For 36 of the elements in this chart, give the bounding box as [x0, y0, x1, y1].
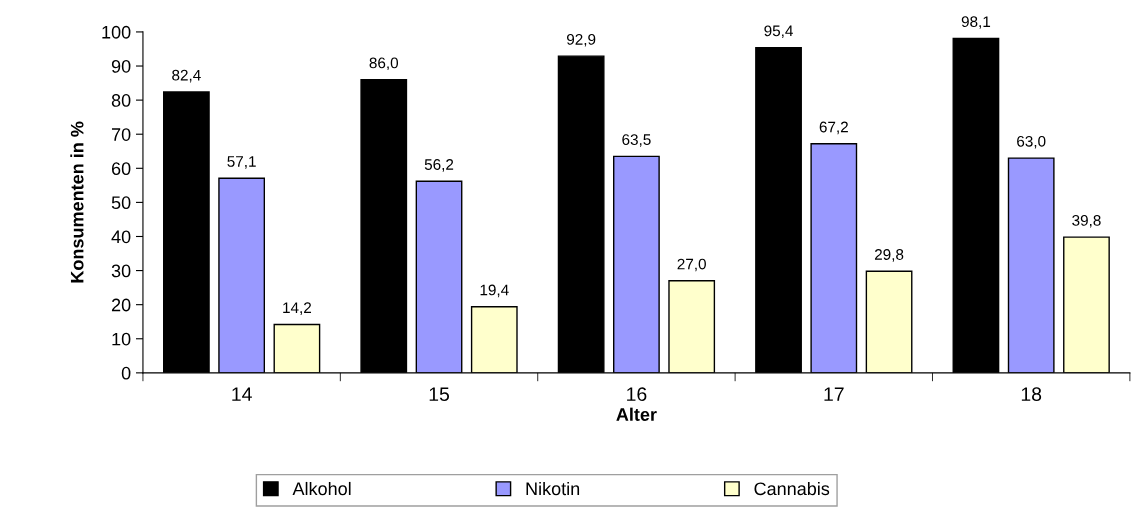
- y-tick-label: 20: [111, 298, 131, 312]
- y-tick-label: 70: [111, 128, 131, 141]
- data-label: 29,8: [874, 249, 904, 262]
- legend-label: Nikotin: [526, 481, 580, 496]
- data-label: 27,0: [677, 258, 706, 272]
- x-tick-label: 15: [429, 387, 450, 402]
- y-tick-label: 40: [111, 230, 131, 244]
- data-label: 56,2: [424, 159, 454, 172]
- data-label: 86,0: [369, 57, 399, 71]
- y-tick-label: 50: [111, 196, 131, 210]
- y-tick-label: 60: [111, 162, 131, 176]
- legend-label: Alkohol: [292, 481, 351, 496]
- y-tick-label: 30: [111, 264, 131, 278]
- data-label: 63,0: [1017, 135, 1046, 149]
- y-tick-label: 80: [111, 94, 131, 107]
- x-tick-label: 18: [1021, 387, 1042, 402]
- data-label: 63,5: [622, 134, 651, 147]
- y-tick-label: 90: [111, 59, 131, 73]
- x-tick-label: 16: [627, 387, 647, 402]
- data-label: 95,4: [764, 25, 793, 39]
- y-tick-label: 100: [102, 25, 131, 39]
- legend-label: Cannabis: [754, 481, 830, 496]
- data-label: 14,2: [283, 302, 312, 315]
- y-axis-title: Konsumenten in %: [70, 121, 84, 283]
- data-label: 82,4: [172, 69, 201, 83]
- x-tick-label: 14: [232, 387, 252, 401]
- y-tick-label: 10: [112, 332, 131, 346]
- data-label: 19,4: [480, 284, 509, 298]
- data-label: 39,8: [1072, 215, 1101, 228]
- data-label: 57,1: [227, 156, 256, 169]
- y-tick-label: 0: [121, 366, 131, 380]
- data-label: 92,9: [567, 33, 596, 47]
- data-label: 98,1: [961, 16, 991, 29]
- x-tick-label: 17: [824, 387, 844, 401]
- data-label: 67,2: [819, 121, 848, 135]
- x-axis-title: Alter: [616, 407, 657, 421]
